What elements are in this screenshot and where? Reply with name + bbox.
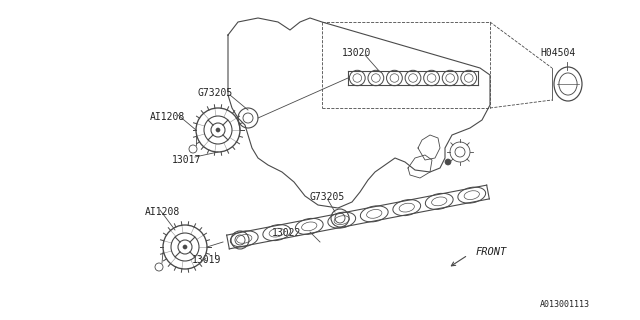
Text: FRONT: FRONT <box>476 247 508 257</box>
Text: 13022: 13022 <box>272 228 301 238</box>
Text: G73205: G73205 <box>198 88 233 98</box>
Text: H04504: H04504 <box>540 48 575 58</box>
Text: 13017: 13017 <box>172 155 202 165</box>
Circle shape <box>445 159 451 165</box>
Text: AI1208: AI1208 <box>145 207 180 217</box>
Circle shape <box>216 128 220 132</box>
Text: A013001113: A013001113 <box>540 300 590 309</box>
Text: AI1208: AI1208 <box>150 112 185 122</box>
Circle shape <box>183 245 187 249</box>
Text: G73205: G73205 <box>310 192 345 202</box>
Text: 13020: 13020 <box>342 48 371 58</box>
Text: 13019: 13019 <box>192 255 221 265</box>
